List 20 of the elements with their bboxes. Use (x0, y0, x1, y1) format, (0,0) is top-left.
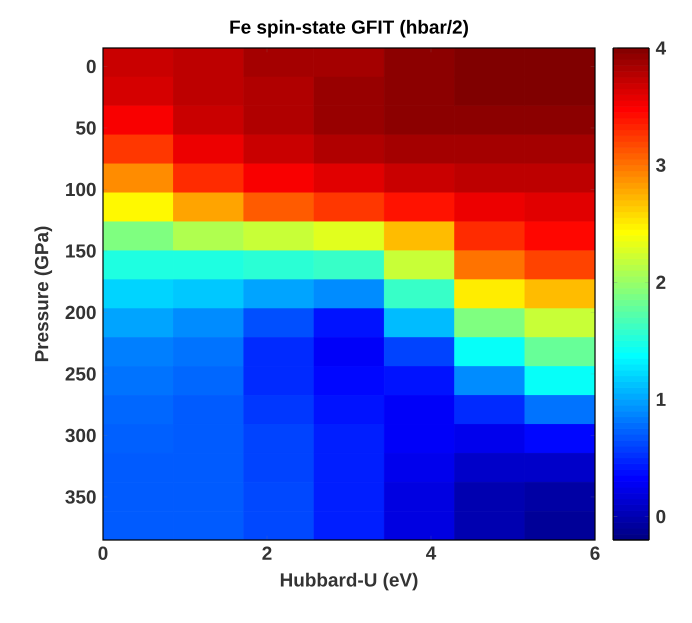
x-tick-label: 2 (262, 546, 272, 560)
y-axis-title: Pressure (GPa) (34, 226, 52, 362)
y-tick-label: 300 (65, 428, 96, 442)
x-tick-label: 4 (426, 546, 436, 560)
y-tick-label: 150 (66, 244, 96, 258)
color-bar-label: 2 (656, 276, 666, 289)
x-tick-label: 0 (98, 546, 108, 560)
x-axis-title: Hubbard-U (eV) (280, 572, 418, 590)
color-bar-label: 3 (656, 158, 666, 172)
color-bar-label: 4 (656, 41, 666, 55)
chart-title: Fe spin-state GFIT (hbar/2) (230, 20, 468, 38)
y-tick-label: 200 (66, 306, 96, 320)
x-tick-label: 6 (590, 546, 600, 560)
y-tick-label: 50 (76, 121, 96, 135)
color-bar-label: 0 (656, 510, 666, 524)
y-tick-label: 350 (65, 490, 96, 504)
y-tick-label: 0 (86, 60, 96, 74)
y-tick-label: 250 (66, 367, 96, 381)
color-bar-label: 1 (656, 392, 666, 406)
y-tick-label: 100 (66, 182, 96, 196)
